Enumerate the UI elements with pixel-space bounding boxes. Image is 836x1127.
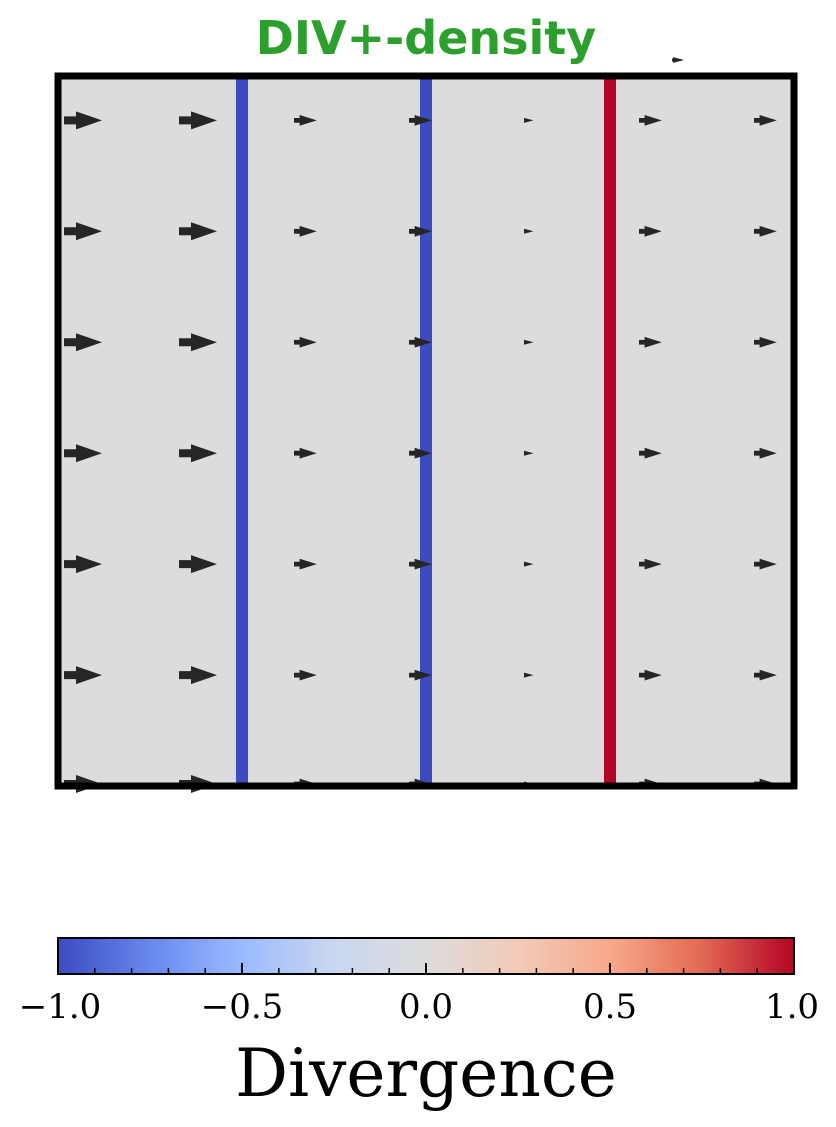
- colorbar-tick-label: 0.5: [583, 987, 637, 1027]
- divergence-line-2: [420, 76, 432, 786]
- arrow-0-5: [64, 222, 102, 241]
- arrow-1-4: [179, 333, 217, 352]
- colorbar-ticks: −1.0 −0.5 0.0 0.5 1.0: [19, 963, 819, 1027]
- arrow-3-3: [409, 447, 432, 459]
- arrow-1-1: [179, 666, 217, 685]
- arrow-1-6: [179, 111, 217, 130]
- arrow-0-2: [64, 555, 102, 574]
- arrow-2-5: [294, 225, 317, 237]
- arrow-5-3: [639, 447, 662, 459]
- colorbar-label: Divergence: [235, 1035, 617, 1112]
- arrow-0-1: [64, 666, 102, 685]
- arrow-4-4: [524, 339, 534, 345]
- arrow-2-4: [294, 336, 317, 348]
- colorbar-tick-label: 0.0: [399, 987, 453, 1027]
- arrow-1-3: [179, 444, 217, 463]
- plot-frame: [54, 72, 798, 790]
- arrow-6-6: [754, 115, 777, 126]
- divergence-lines: [236, 76, 616, 786]
- arrow-1-2: [179, 555, 217, 574]
- arrow-0-3: [64, 444, 102, 463]
- quiver-key-arrow: [672, 57, 685, 63]
- colorbar-tick-label: −1.0: [19, 987, 102, 1027]
- arrow-1-5: [179, 222, 217, 241]
- arrow-6-1: [754, 669, 777, 681]
- arrow-0-6: [64, 111, 102, 130]
- arrow-4-2: [524, 561, 534, 567]
- arrow-3-2: [409, 558, 432, 570]
- quiver-key: [672, 57, 685, 63]
- arrow-6-2: [754, 558, 777, 570]
- arrow-0-4: [64, 333, 102, 352]
- arrow-3-1: [409, 669, 432, 681]
- divergence-line-1: [236, 76, 248, 786]
- arrow-3-5: [409, 225, 432, 237]
- arrow-4-6: [524, 117, 534, 123]
- arrow-2-1: [294, 669, 317, 681]
- chart-title: DIV+-density: [256, 11, 597, 65]
- arrow-6-4: [754, 336, 777, 348]
- divergence-line-3: [604, 76, 616, 786]
- arrow-4-5: [524, 228, 534, 234]
- colorbar-tick-label: −0.5: [201, 987, 284, 1027]
- arrow-2-6: [294, 115, 317, 126]
- arrow-6-5: [754, 225, 777, 237]
- arrow-5-4: [639, 336, 662, 348]
- colorbar-tick-label: 1.0: [765, 987, 819, 1027]
- arrow-5-6: [639, 115, 662, 126]
- arrow-4-3: [524, 450, 534, 456]
- arrow-2-2: [294, 558, 317, 570]
- arrow-4-1: [524, 672, 534, 678]
- arrow-3-4: [409, 336, 432, 348]
- arrow-5-2: [639, 558, 662, 570]
- arrow-5-1: [639, 669, 662, 681]
- arrow-5-5: [639, 225, 662, 237]
- arrow-2-3: [294, 447, 317, 459]
- arrow-3-6: [409, 115, 432, 126]
- arrow-6-3: [754, 447, 777, 459]
